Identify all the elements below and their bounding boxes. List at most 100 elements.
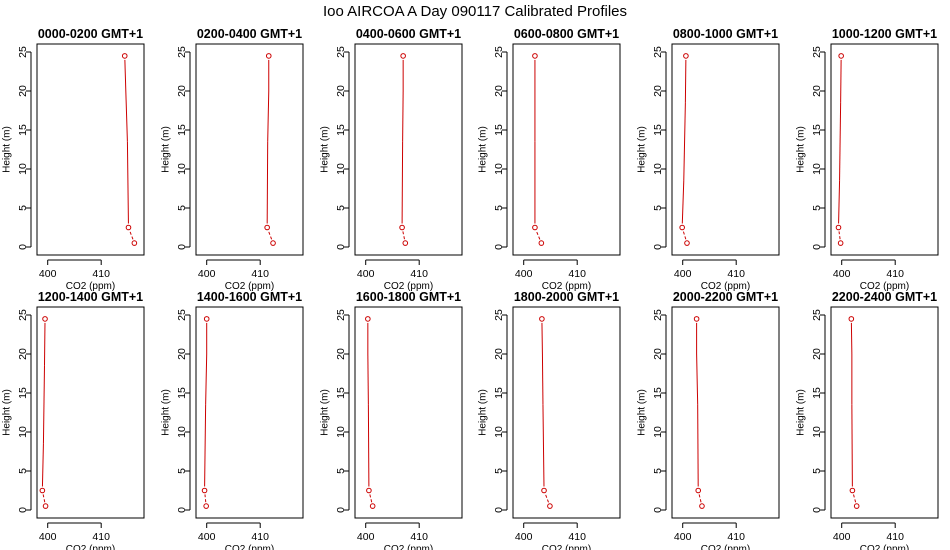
profile-segment	[369, 494, 373, 503]
y-tick-label: 10	[335, 426, 347, 438]
x-axis-label: CO2 (ppm)	[384, 281, 433, 292]
profile-point	[125, 224, 132, 231]
y-tick-label: 0	[17, 244, 29, 250]
y-tick-label: 15	[17, 124, 29, 136]
panel-title: 1800-2000 GMT+1	[514, 290, 619, 304]
profile-segment	[402, 90, 404, 142]
y-axis-label: Height (m)	[320, 126, 331, 173]
profile-point	[849, 487, 856, 494]
y-tick-label: 20	[335, 85, 347, 97]
profile-point	[837, 240, 844, 246]
y-tick-label: 20	[176, 85, 188, 97]
x-axis-label: CO2 (ppm)	[384, 544, 433, 550]
y-tick-label: 15	[335, 387, 347, 399]
y-tick-label: 0	[652, 507, 664, 513]
x-tick-label: 400	[357, 531, 375, 543]
y-tick-label: 15	[811, 387, 823, 399]
y-tick-label: 15	[652, 124, 664, 136]
profile-point	[369, 503, 376, 509]
y-tick-label: 25	[17, 309, 29, 321]
profile-point	[121, 53, 128, 59]
y-tick-label: 10	[176, 426, 188, 438]
profile-segment	[205, 353, 208, 405]
profile-point	[201, 487, 208, 494]
x-axis-label: CO2 (ppm)	[66, 544, 115, 550]
x-tick-label: 400	[39, 268, 57, 280]
x-tick-label: 410	[410, 531, 428, 543]
x-tick-label: 410	[92, 531, 110, 543]
y-tick-label: 15	[176, 124, 188, 136]
profile-point	[541, 487, 547, 494]
plot-frame	[671, 43, 780, 256]
x-axis-label: CO2 (ppm)	[860, 281, 909, 292]
x-axis-label: CO2 (ppm)	[542, 544, 591, 550]
profile-segment	[367, 353, 369, 405]
x-tick-label: 400	[515, 268, 533, 280]
x-tick-label: 410	[251, 531, 269, 543]
profile-point	[838, 53, 844, 59]
profile-point	[538, 240, 545, 246]
profile-point	[684, 240, 690, 246]
y-tick-label: 10	[17, 163, 29, 175]
profile-segment	[838, 180, 841, 224]
y-tick-label: 10	[811, 163, 823, 175]
y-tick-label: 5	[652, 468, 664, 474]
profile-point	[693, 316, 700, 322]
y-tick-label: 10	[17, 426, 29, 438]
profile-point	[695, 487, 702, 494]
profile-point	[532, 224, 538, 231]
y-tick-label: 15	[17, 387, 29, 399]
y-tick-label: 25	[176, 309, 188, 321]
profile-point	[265, 53, 272, 59]
y-tick-label: 5	[17, 468, 29, 474]
x-tick-label: 410	[251, 268, 269, 280]
profile-segment	[204, 404, 207, 487]
plot-frame	[830, 43, 939, 256]
profile-segment	[129, 231, 134, 240]
y-tick-label: 20	[335, 348, 347, 360]
profile-segment	[852, 494, 857, 503]
profile-point	[532, 53, 538, 59]
x-axis-label: CO2 (ppm)	[225, 281, 274, 292]
x-tick-label: 410	[727, 531, 745, 543]
y-tick-label: 10	[652, 426, 664, 438]
profile-point	[42, 503, 49, 509]
y-tick-label: 0	[176, 507, 188, 513]
profile-segment	[124, 59, 127, 92]
plot-frame	[512, 306, 621, 519]
y-tick-label: 5	[493, 205, 505, 211]
y-tick-label: 5	[17, 205, 29, 211]
profile-segment	[839, 102, 842, 181]
profile-segment	[401, 141, 404, 224]
x-axis-label: CO2 (ppm)	[701, 544, 750, 550]
profile-point	[848, 316, 855, 322]
plot-frame	[354, 306, 463, 519]
panel-title: 0600-0800 GMT+1	[514, 27, 619, 41]
y-tick-label: 25	[493, 309, 505, 321]
plot-frame	[512, 43, 621, 256]
profile-point	[42, 316, 48, 322]
y-tick-label: 15	[493, 387, 505, 399]
y-tick-label: 5	[811, 468, 823, 474]
profile-segment	[544, 494, 549, 503]
profile-point	[131, 240, 138, 246]
profile-segment	[541, 353, 544, 405]
y-tick-label: 25	[17, 46, 29, 58]
panel-title: 1600-1800 GMT+1	[356, 290, 461, 304]
profile-segment	[42, 365, 45, 444]
y-tick-label: 25	[493, 46, 505, 58]
x-tick-label: 400	[198, 531, 216, 543]
panel-title: 0400-0600 GMT+1	[356, 27, 461, 41]
panel-title: 1200-1400 GMT+1	[38, 290, 143, 304]
profile-point	[203, 316, 210, 322]
figure-title: Ioo AIRCOA A Day 090117 Calibrated Profi…	[323, 3, 627, 20]
profile-point	[270, 240, 276, 246]
profile-segment	[542, 404, 545, 487]
y-axis-label: Height (m)	[2, 389, 13, 436]
x-tick-label: 400	[357, 268, 375, 280]
x-tick-label: 400	[674, 531, 692, 543]
x-axis-label: CO2 (ppm)	[860, 544, 909, 550]
